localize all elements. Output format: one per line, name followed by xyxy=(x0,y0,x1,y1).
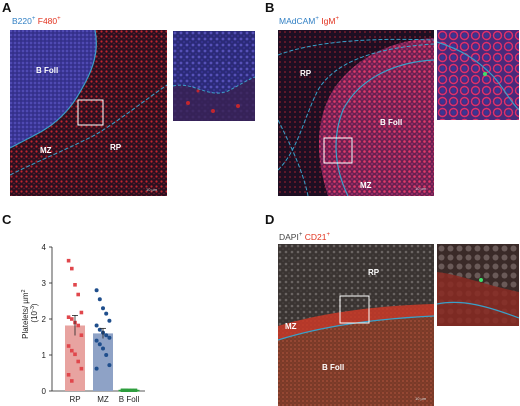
data-point-rp xyxy=(70,379,74,383)
bar-mz xyxy=(93,333,113,391)
data-point-mz xyxy=(104,311,109,316)
panel-a-letter: A xyxy=(2,0,12,15)
data-point-mz xyxy=(101,346,105,351)
panel-d-micrograph xyxy=(278,244,434,406)
panel-b-stain-1: MAdCAM xyxy=(279,16,316,26)
data-point-mz xyxy=(107,363,112,368)
panel-c-letter: C xyxy=(2,212,12,227)
panel-a-stain-1: B220 xyxy=(12,16,32,26)
y-tick-label: 3 xyxy=(42,279,47,288)
data-point-mz xyxy=(101,306,105,311)
x-tick-label: MZ xyxy=(97,395,109,404)
panel-d-stain-2: CD21 xyxy=(304,232,327,242)
panel-a-stain-2: F480 xyxy=(37,16,58,26)
panel-b-stain-2: IgM xyxy=(321,16,336,26)
data-point-mz xyxy=(104,333,109,338)
data-point-mz xyxy=(104,353,109,357)
data-point-mz xyxy=(97,342,102,347)
data-point-bfoll xyxy=(124,388,128,392)
data-point-rp xyxy=(70,348,74,353)
data-point-rp xyxy=(70,317,74,321)
data-point-mz xyxy=(107,318,112,323)
data-point-mz xyxy=(97,327,102,332)
data-point-bfoll xyxy=(130,388,134,392)
x-tick-label: B Foll xyxy=(119,395,140,404)
panel-b-scale-bar: 10 µm xyxy=(415,186,427,191)
data-point-rp xyxy=(66,344,71,348)
data-point-mz xyxy=(94,323,99,328)
y-axis-label: Platelets/ µm2 (10-3) xyxy=(18,287,39,339)
panel-b-label-mz: MZ xyxy=(360,181,372,190)
panel-d-letter: D xyxy=(265,212,275,227)
data-point-rp xyxy=(73,352,77,357)
panel-a-inset xyxy=(173,31,255,121)
data-point-mz xyxy=(94,366,99,371)
panel-a-label-bfoll: B Foll xyxy=(36,66,59,75)
data-point-rp xyxy=(76,292,80,297)
data-point-rp xyxy=(79,310,84,315)
data-point-mz xyxy=(97,297,102,302)
panel-b-letter: B xyxy=(265,0,275,15)
panel-a-stain-legend: B220+ F480+ xyxy=(12,16,61,26)
panel-b-label-bfoll: B Foll xyxy=(380,118,403,127)
data-point-rp xyxy=(76,359,80,364)
data-point-rp xyxy=(70,266,74,271)
data-point-rp xyxy=(66,315,71,319)
y-tick-label: 0 xyxy=(42,387,47,396)
panel-d-inset xyxy=(437,244,519,326)
y-tick-label: 2 xyxy=(42,315,47,324)
data-point-rp xyxy=(79,333,84,337)
data-point-rp xyxy=(73,283,77,287)
panel-b-stain-legend: MAdCAM+ IgM+ xyxy=(279,16,339,26)
data-point-mz xyxy=(107,335,112,340)
panel-d-label-bfoll: B Foll xyxy=(322,363,345,372)
panel-a-label-rp: RP xyxy=(110,143,122,152)
panel-d-label-mz: MZ xyxy=(285,322,297,331)
data-point-mz xyxy=(94,338,99,343)
panel-a-label-mz: MZ xyxy=(40,146,52,155)
data-point-rp xyxy=(66,258,71,263)
data-point-mz xyxy=(94,288,99,293)
panel-a-scale-bar: 10 µm xyxy=(146,187,158,192)
panel-b-inset xyxy=(437,30,519,120)
panel-d-stain-legend: DAPI+ CD21+ xyxy=(279,232,330,242)
y-tick-label: 1 xyxy=(42,351,47,360)
y-tick-label: 4 xyxy=(42,243,47,252)
panel-b-label-rp: RP xyxy=(300,69,312,78)
data-point-rp xyxy=(79,366,84,371)
x-tick-label: RP xyxy=(69,395,80,404)
data-point-bfoll xyxy=(133,388,138,392)
data-point-rp xyxy=(66,373,71,377)
panel-d-stain-1: DAPI xyxy=(279,232,299,242)
panel-b-micrograph xyxy=(278,30,434,196)
platelet-density-bar-chart: 0 1 2 3 4 RP MZ B Foll Platelets/ µm2 (10-3) xyxy=(18,243,145,404)
data-point-rp xyxy=(76,323,80,328)
data-point-bfoll xyxy=(127,388,131,392)
data-point-bfoll xyxy=(120,388,125,392)
panel-d-label-rp: RP xyxy=(368,268,380,277)
panel-d-scale-bar: 10 µm xyxy=(415,396,427,401)
panel-a-micrograph xyxy=(10,30,167,196)
